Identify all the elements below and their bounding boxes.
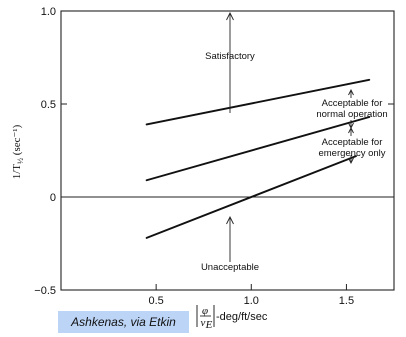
series-layer [145, 78, 371, 239]
x-tick-label-0: 0.5 [148, 295, 163, 307]
annotation-normal-2: normal operation [316, 109, 387, 120]
annotations: Satisfactory Acceptable for normal opera… [201, 51, 388, 273]
x-axis-label: φ v E -deg/ft/sec [196, 305, 268, 331]
y-label-sub: ½ [16, 158, 25, 164]
y-label-main: 1/T [11, 164, 23, 180]
y-axis-ticks: −0.5 0 0.5 1.0 [34, 6, 394, 297]
plot-area [60, 10, 395, 291]
annotation-satisfactory: Satisfactory [205, 51, 255, 62]
boundary-line-3 [145, 155, 357, 239]
x-label-var-num: φ [202, 305, 208, 317]
x-label-var-den: v [201, 317, 206, 329]
credit-box: Ashkenas, via Etkin [58, 311, 189, 333]
x-tick-label-1: 1.0 [244, 295, 259, 307]
annotation-unacceptable: Unacceptable [201, 262, 259, 273]
y-label-unit: (sec⁻¹) [11, 124, 23, 155]
satisfactory-arrowhead [226, 11, 234, 21]
emergency-arrowhead-up [348, 126, 354, 134]
x-label-units: -deg/ft/sec [216, 311, 268, 323]
annotation-emergency-2: emergency only [318, 148, 385, 159]
x-tick-label-2: 1.5 [339, 295, 354, 307]
x-label-var-den-sub: E [205, 319, 213, 331]
y-axis-label: 1/T½ (sec⁻¹) [11, 124, 25, 179]
unacceptable-arrowhead [226, 215, 234, 225]
plot-frame [60, 10, 395, 291]
region-arrows [226, 11, 354, 262]
y-tick-label-2: 0.5 [41, 99, 56, 111]
y-tick-label-3: 1.0 [41, 6, 56, 18]
boundary-line-1 [145, 78, 371, 126]
emergency-arrowhead-down [348, 157, 354, 165]
x-axis-ticks: 0.5 1.0 1.5 [148, 284, 354, 307]
annotation-normal-1: Acceptable for [322, 98, 383, 109]
y-tick-label-0: −0.5 [34, 285, 56, 297]
boundary-line-2 [145, 116, 371, 182]
y-tick-label-1: 0 [50, 192, 56, 204]
svg-text:1/T½ (sec⁻¹): 1/T½ (sec⁻¹) [11, 124, 25, 179]
normal-arrowhead-up [348, 88, 354, 96]
annotation-emergency-1: Acceptable for [322, 137, 383, 148]
